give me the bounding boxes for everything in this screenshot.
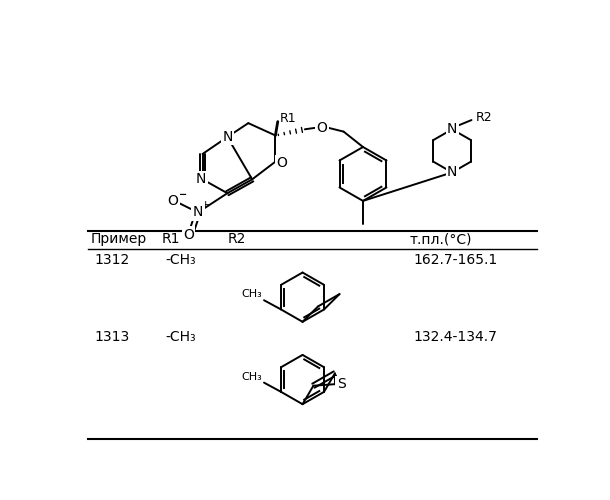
Text: O: O bbox=[276, 156, 287, 170]
Text: -CH₃: -CH₃ bbox=[165, 253, 196, 267]
Text: 1313: 1313 bbox=[94, 330, 129, 344]
Text: 132.4-134.7: 132.4-134.7 bbox=[414, 330, 497, 344]
Text: Пример: Пример bbox=[90, 232, 146, 246]
Text: −: − bbox=[174, 187, 187, 202]
Text: R2: R2 bbox=[228, 232, 246, 246]
Text: 1312: 1312 bbox=[94, 253, 129, 267]
Text: O: O bbox=[183, 228, 194, 242]
Text: -CH₃: -CH₃ bbox=[165, 330, 196, 344]
Text: +: + bbox=[201, 200, 210, 210]
Text: CH₃: CH₃ bbox=[241, 290, 262, 300]
Text: S: S bbox=[337, 377, 345, 391]
Text: N: N bbox=[447, 122, 458, 136]
Text: т.пл.(°С): т.пл.(°С) bbox=[409, 232, 472, 246]
Text: 162.7-165.1: 162.7-165.1 bbox=[414, 253, 498, 267]
Text: O: O bbox=[317, 121, 328, 135]
Text: N: N bbox=[196, 172, 206, 186]
Text: R1: R1 bbox=[279, 112, 296, 125]
Text: N: N bbox=[193, 206, 203, 220]
Text: N: N bbox=[447, 166, 458, 179]
Text: CH₃: CH₃ bbox=[241, 372, 262, 382]
Text: N: N bbox=[222, 130, 232, 144]
Text: R2: R2 bbox=[475, 112, 492, 124]
Text: O: O bbox=[168, 194, 179, 208]
Text: R1: R1 bbox=[162, 232, 180, 246]
